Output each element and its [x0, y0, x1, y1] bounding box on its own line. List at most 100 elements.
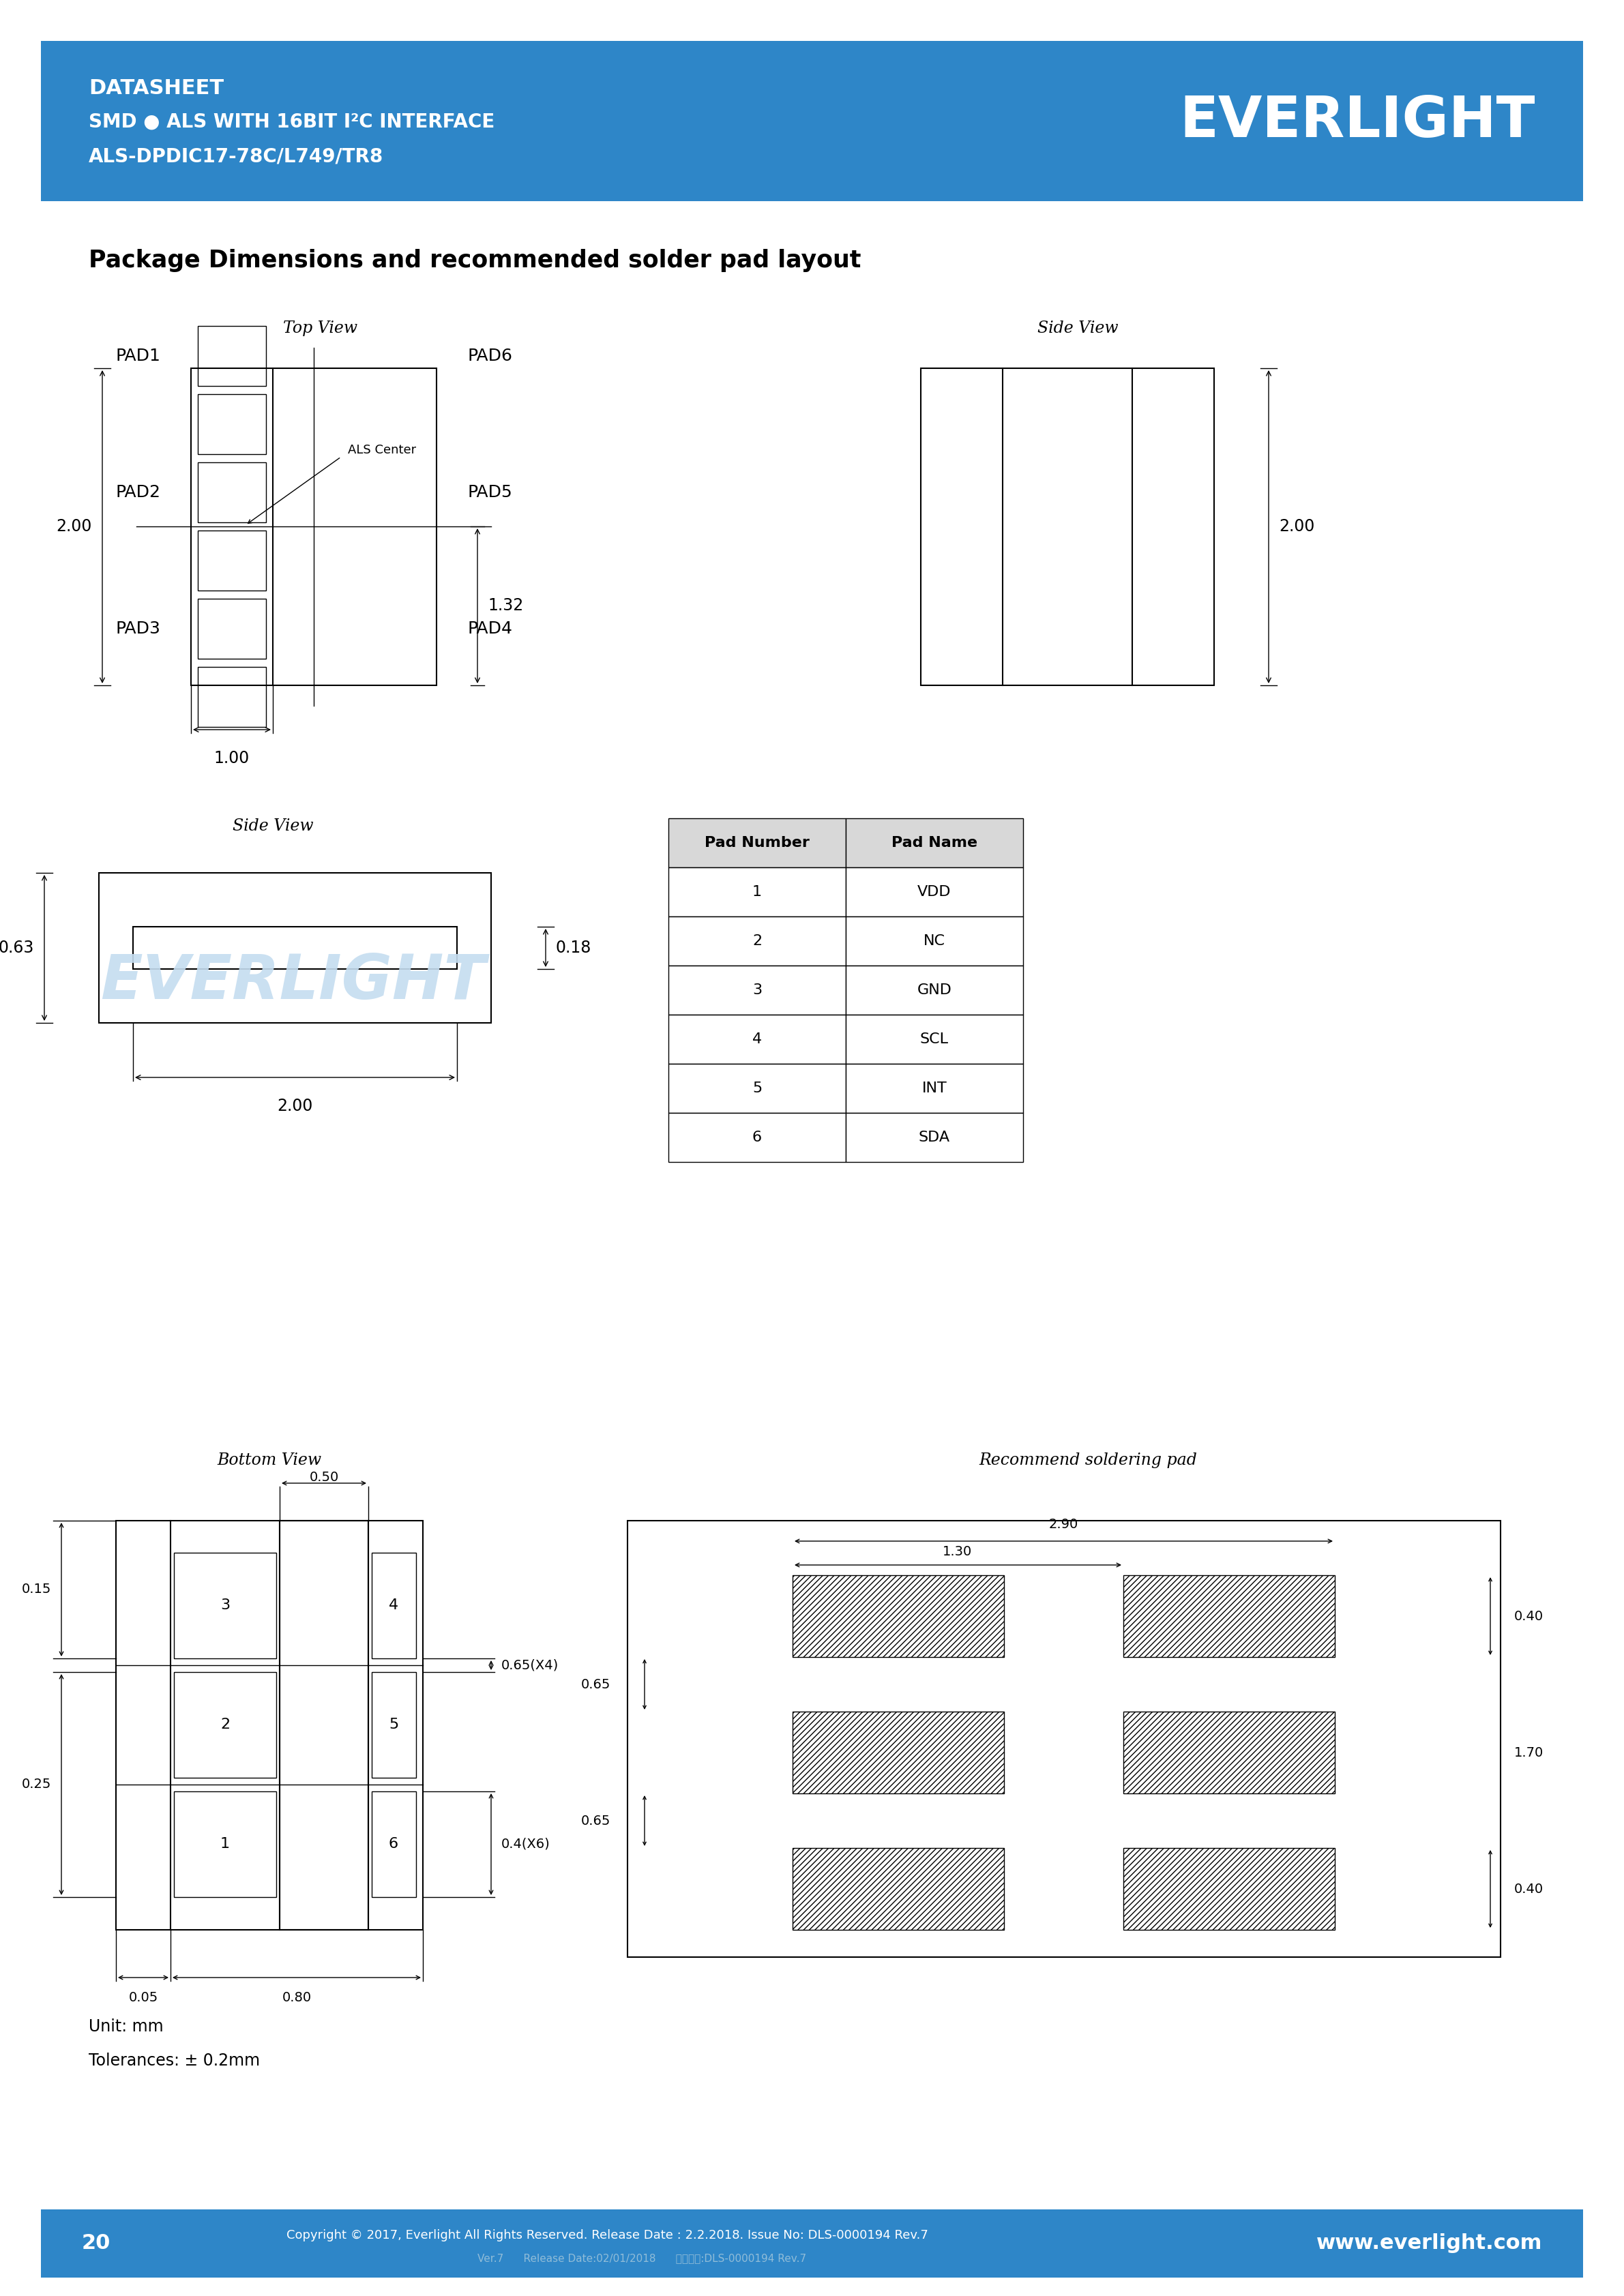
Text: 5: 5 [388, 1717, 398, 1731]
Text: NC: NC [924, 934, 945, 948]
Bar [1124, 1575, 1335, 1658]
Text: 0.18: 0.18 [555, 939, 591, 955]
Bar [372, 1671, 416, 1777]
Text: 0.63: 0.63 [0, 939, 34, 955]
Text: 5: 5 [752, 1081, 762, 1095]
Bar [669, 1063, 846, 1114]
Bar [1124, 1848, 1335, 1931]
Bar [174, 1552, 276, 1658]
Bar [846, 967, 1023, 1015]
Bar [846, 1015, 1023, 1063]
Text: SCL: SCL [921, 1033, 948, 1047]
Text: 0.40: 0.40 [1514, 1609, 1543, 1623]
Bar [133, 928, 456, 969]
Text: 0.40: 0.40 [1514, 1883, 1543, 1896]
Bar [793, 1575, 1004, 1658]
Text: SDA: SDA [919, 1130, 950, 1143]
Bar [41, 2209, 1583, 2278]
Bar [669, 967, 846, 1015]
Text: 6: 6 [752, 1130, 762, 1143]
Text: 2.00: 2.00 [276, 1097, 312, 1114]
Text: 1: 1 [221, 1837, 231, 1851]
Text: 4: 4 [388, 1598, 398, 1612]
Bar [793, 1848, 1004, 1931]
Bar [41, 41, 1583, 202]
Text: 3: 3 [221, 1598, 231, 1612]
Bar [198, 599, 266, 659]
Bar [99, 872, 490, 1024]
Bar [846, 1063, 1023, 1114]
Text: 0.25: 0.25 [21, 1777, 50, 1791]
Text: Tolerances: ± 0.2mm: Tolerances: ± 0.2mm [89, 2053, 260, 2069]
Bar [846, 817, 1023, 868]
Bar [192, 367, 437, 684]
Bar [279, 1520, 369, 1931]
Text: SMD ● ALS WITH 16BIT I²C INTERFACE: SMD ● ALS WITH 16BIT I²C INTERFACE [89, 113, 495, 131]
Text: 0.15: 0.15 [21, 1582, 50, 1596]
Text: 20: 20 [81, 2234, 110, 2252]
Text: 4: 4 [752, 1033, 762, 1047]
Bar [279, 1520, 369, 1931]
Text: 1.00: 1.00 [214, 751, 250, 767]
Bar [921, 367, 1215, 684]
Text: 0.80: 0.80 [283, 1991, 312, 2004]
Text: 2: 2 [221, 1717, 231, 1731]
Text: Pad Name: Pad Name [892, 836, 978, 850]
Text: 1.70: 1.70 [1514, 1745, 1544, 1759]
Text: PAD3: PAD3 [115, 620, 161, 636]
Text: 0.65: 0.65 [581, 1678, 611, 1690]
Text: 6: 6 [388, 1837, 398, 1851]
Bar [669, 1015, 846, 1063]
Text: Side View: Side View [1038, 321, 1117, 335]
Text: Bottom View: Bottom View [218, 1453, 322, 1467]
Text: ALS-DPDIC17-78C/L749/TR8: ALS-DPDIC17-78C/L749/TR8 [89, 147, 383, 165]
Text: INT: INT [922, 1081, 947, 1095]
Bar [174, 1671, 276, 1777]
Text: 0.05: 0.05 [128, 1991, 158, 2004]
Text: PAD1: PAD1 [115, 347, 161, 365]
Bar [198, 666, 266, 728]
Text: PAD5: PAD5 [468, 484, 512, 501]
Bar [846, 916, 1023, 967]
Text: 0.65(X4): 0.65(X4) [502, 1658, 559, 1671]
Text: 2: 2 [752, 934, 762, 948]
Text: 2.00: 2.00 [1278, 519, 1314, 535]
Text: Top View: Top View [283, 321, 357, 335]
Text: Ver.7      Release Date:02/01/2018      已批准号:DLS-0000194 Rev.7: Ver.7 Release Date:02/01/2018 已批准号:DLS-0… [477, 2252, 806, 2264]
Bar [846, 1114, 1023, 1162]
Text: 1: 1 [752, 886, 762, 898]
Text: Recommend soldering pad: Recommend soldering pad [979, 1453, 1197, 1467]
Bar [198, 461, 266, 523]
Text: Package Dimensions and recommended solder pad layout: Package Dimensions and recommended solde… [89, 248, 861, 273]
Bar [669, 868, 846, 916]
Bar [846, 868, 1023, 916]
Bar [174, 1791, 276, 1896]
Text: PAD4: PAD4 [468, 620, 512, 636]
Text: VDD: VDD [918, 886, 952, 898]
Text: Copyright © 2017, Everlight All Rights Reserved. Release Date : 2.2.2018. Issue : Copyright © 2017, Everlight All Rights R… [286, 2229, 929, 2241]
Bar [669, 1114, 846, 1162]
Bar [669, 817, 846, 868]
Text: 3: 3 [752, 983, 762, 996]
Text: Side View: Side View [232, 817, 313, 833]
Text: Pad Number: Pad Number [705, 836, 810, 850]
Text: PAD2: PAD2 [115, 484, 161, 501]
Bar [198, 326, 266, 386]
Text: 0.50: 0.50 [309, 1472, 339, 1483]
Bar [627, 1520, 1501, 1956]
Bar [198, 530, 266, 590]
Bar [1124, 1711, 1335, 1793]
Bar [372, 1791, 416, 1896]
Text: 1.30: 1.30 [944, 1545, 973, 1559]
Bar [115, 1520, 422, 1931]
Text: 0.65: 0.65 [581, 1814, 611, 1828]
Text: DATASHEET: DATASHEET [89, 78, 224, 99]
Bar [198, 395, 266, 455]
Text: 1.32: 1.32 [487, 597, 523, 613]
Text: www.everlight.com: www.everlight.com [1315, 2234, 1543, 2252]
Text: PAD6: PAD6 [468, 347, 512, 365]
Text: 2.90: 2.90 [1049, 1518, 1078, 1531]
Text: ALS Center: ALS Center [348, 443, 416, 457]
Text: GND: GND [918, 983, 952, 996]
Text: EVERLIGHT: EVERLIGHT [1179, 94, 1535, 149]
